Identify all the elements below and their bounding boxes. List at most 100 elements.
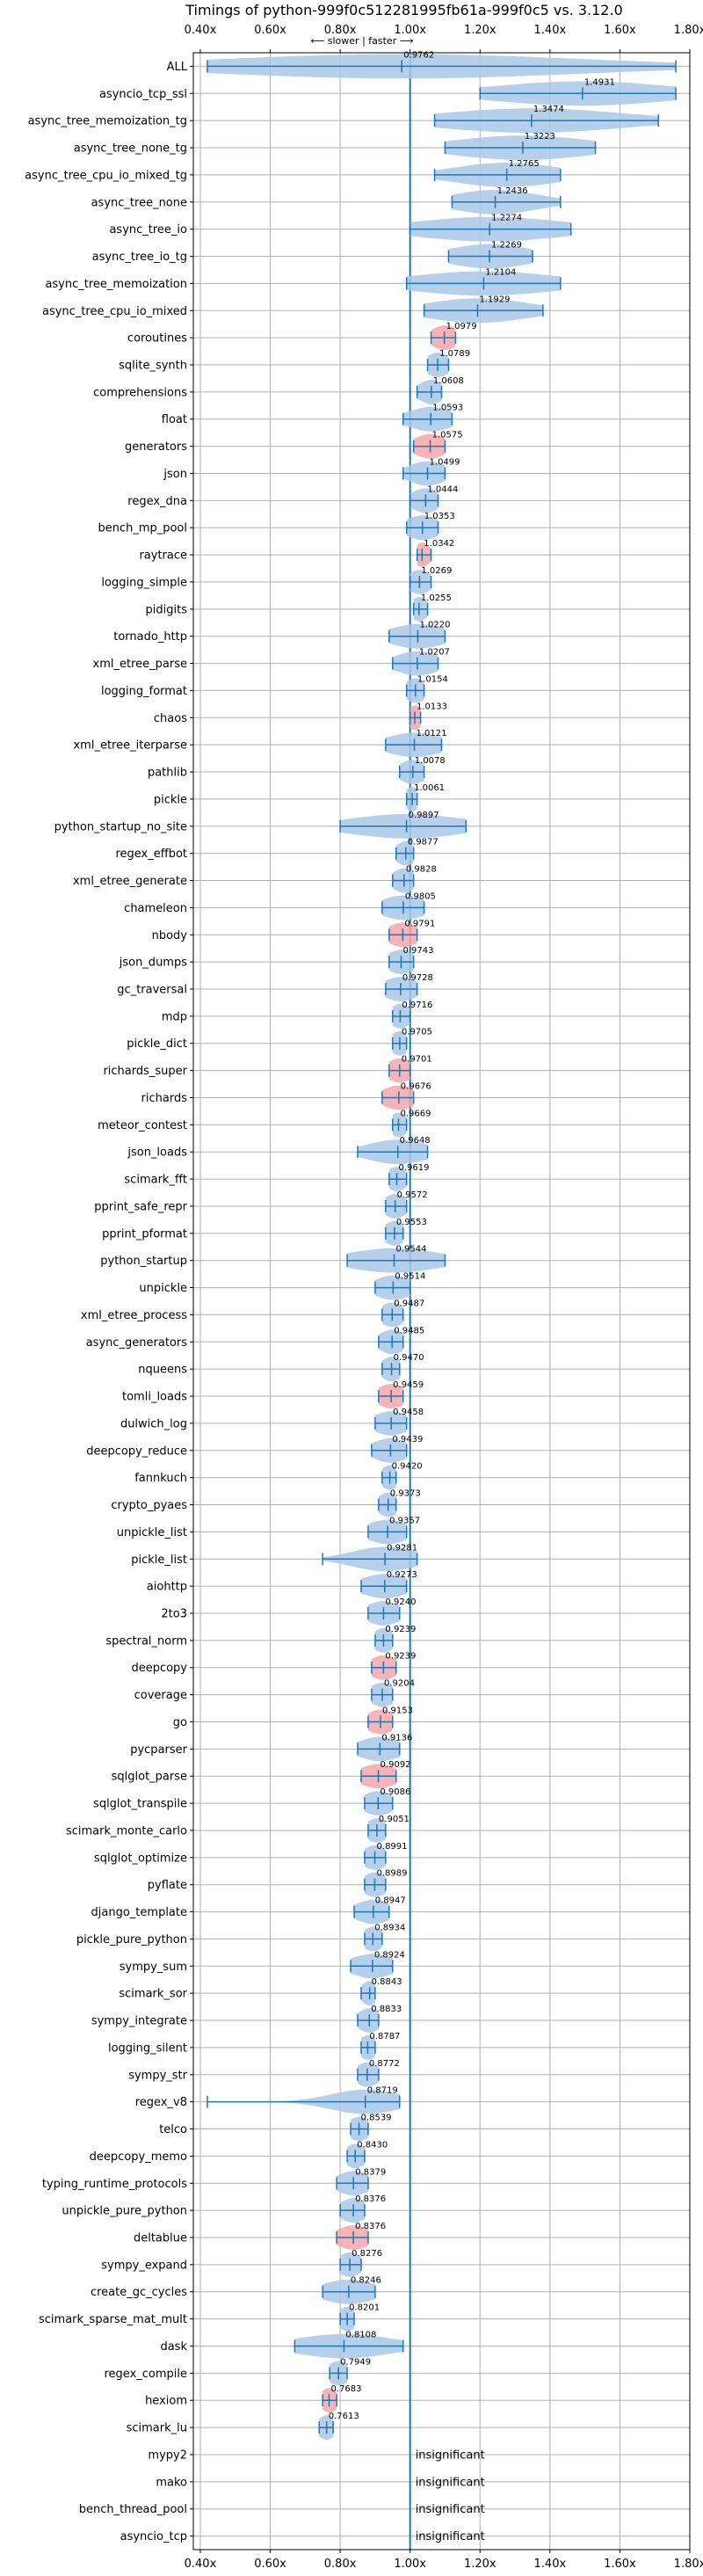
category-label: generators [125, 440, 187, 454]
value-label: 0.9648 [400, 1136, 431, 1146]
category-label: pickle [154, 793, 187, 806]
insignificant-label: insignificant [416, 2530, 485, 2543]
value-label: 0.9669 [401, 1109, 431, 1118]
x-tick-label-top: 1.00x [394, 24, 426, 37]
category-label: sqlite_synth [119, 360, 187, 373]
x-tick-label-bottom: 0.40x [185, 2558, 217, 2571]
insignificant-label: insignificant [416, 2449, 485, 2462]
category-label: xml_etree_generate [73, 875, 187, 888]
category-label: regex_compile [104, 2368, 187, 2381]
value-label: 0.8379 [355, 2167, 386, 2177]
category-label: scimark_fft [124, 1174, 187, 1187]
value-label: 0.9470 [394, 1353, 424, 1363]
value-label: 1.0444 [427, 484, 458, 494]
category-label: nqueens [138, 1364, 187, 1377]
category-label: raytrace [139, 549, 187, 563]
value-label: 1.0269 [421, 566, 452, 576]
category-label: tomli_loads [122, 1391, 187, 1404]
value-label: 0.9743 [402, 946, 433, 956]
value-label: 1.0353 [424, 512, 455, 521]
value-label: 0.9485 [394, 1326, 424, 1335]
category-label: go [173, 1716, 187, 1729]
value-label: 0.8833 [371, 2005, 402, 2014]
category-label: pprint_pformat [102, 1227, 187, 1241]
category-label: chaos [154, 712, 187, 725]
value-label: 0.9572 [397, 1190, 428, 1200]
value-label: 1.2436 [497, 186, 528, 196]
category-label: logging_silent [108, 2041, 187, 2055]
category-label: async_tree_memoization_tg [28, 115, 187, 128]
value-label: 0.8947 [375, 1896, 406, 1906]
x-tick-label-top: 1.60x [604, 24, 636, 37]
value-label: 1.0608 [433, 376, 464, 386]
value-label: 1.2269 [491, 241, 522, 251]
category-label: async_tree_none [91, 196, 187, 209]
category-label: json [163, 468, 187, 481]
value-label: 0.9204 [384, 1679, 415, 1689]
category-label: deltablue [134, 2232, 187, 2245]
value-label: 1.4931 [584, 77, 615, 87]
category-label: python_startup [100, 1255, 187, 1268]
category-label: gc_traversal [117, 984, 187, 997]
value-label: 0.8276 [352, 2249, 382, 2259]
category-label: hexiom [145, 2395, 187, 2408]
category-label: spectral_norm [105, 1634, 187, 1648]
category-label: xml_etree_iterparse [73, 739, 187, 753]
value-label: 0.9439 [392, 1435, 423, 1444]
category-label: pickle_list [131, 1554, 187, 1567]
x-tick-label-bottom: 1.00x [394, 2558, 426, 2571]
value-label: 1.0575 [432, 431, 463, 440]
category-label: richards [141, 1092, 188, 1105]
category-label: regex_dna [127, 495, 187, 508]
category-label: sympy_integrate [91, 2015, 187, 2028]
category-label: async_tree_none_tg [74, 142, 187, 156]
x-tick-label-top: 1.20x [464, 24, 496, 37]
value-label: 0.8719 [367, 2086, 398, 2096]
x-tick-label-bottom: 1.80x [674, 2558, 703, 2571]
value-label: 1.2274 [491, 214, 522, 223]
category-label: xml_etree_process [81, 1309, 187, 1322]
violin-layer: 0.9762 1.4931 1.3474 1.3223 1.2765 1.2436 1.22… [207, 50, 677, 2543]
value-label: 0.9092 [380, 1760, 411, 1770]
plot-frame [192, 52, 691, 2551]
value-label: 1.0593 [432, 404, 463, 413]
category-label: pprint_safe_repr [94, 1200, 187, 1213]
value-label: 0.9877 [408, 838, 438, 848]
value-label: 0.9458 [393, 1408, 424, 1417]
category-label: bench_mp_pool [98, 522, 187, 535]
category-label: sqlglot_optimize [94, 1852, 187, 1865]
insignificant-label: insignificant [416, 2503, 485, 2516]
category-label: create_gc_cycles [91, 2286, 187, 2299]
value-label: 0.9281 [387, 1543, 417, 1553]
value-label: 0.9239 [385, 1625, 416, 1634]
category-label: mdp [162, 1010, 187, 1023]
value-label: 1.0789 [439, 349, 470, 359]
value-label: 0.9514 [395, 1272, 425, 1282]
category-label: logging_simple [101, 576, 187, 589]
x-tick-label-bottom: 0.80x [324, 2558, 357, 2571]
value-label: 0.9897 [409, 811, 439, 820]
value-label: 0.9357 [389, 1516, 420, 1525]
x-tick-label-bottom: 0.60x [254, 2558, 286, 2571]
category-label: mypy2 [148, 2449, 187, 2462]
category-label: asyncio_tcp [120, 2530, 187, 2543]
value-label: 0.9762 [403, 50, 434, 60]
value-label: 0.7613 [329, 2412, 359, 2421]
category-label: asyncio_tcp_ssl [99, 88, 187, 101]
category-label: scimark_monte_carlo [66, 1824, 187, 1837]
value-label: 1.0979 [446, 322, 477, 331]
value-label: 0.9705 [402, 1028, 432, 1037]
value-label: 0.9153 [382, 1706, 413, 1715]
value-label: 0.9136 [381, 1733, 412, 1743]
category-label: 2to3 [161, 1608, 187, 1621]
category-label: chameleon [124, 902, 187, 915]
category-label: pickle_dict [127, 1037, 187, 1051]
category-label: logging_format [101, 685, 187, 698]
category-label: async_tree_io [109, 223, 187, 236]
value-label: 1.0061 [414, 783, 445, 793]
value-label: 0.9086 [380, 1787, 410, 1797]
category-label: dulwich_log [120, 1417, 187, 1430]
x-tick-label-top: 0.80x [324, 24, 357, 37]
category-label: fannkuch [134, 1472, 187, 1485]
